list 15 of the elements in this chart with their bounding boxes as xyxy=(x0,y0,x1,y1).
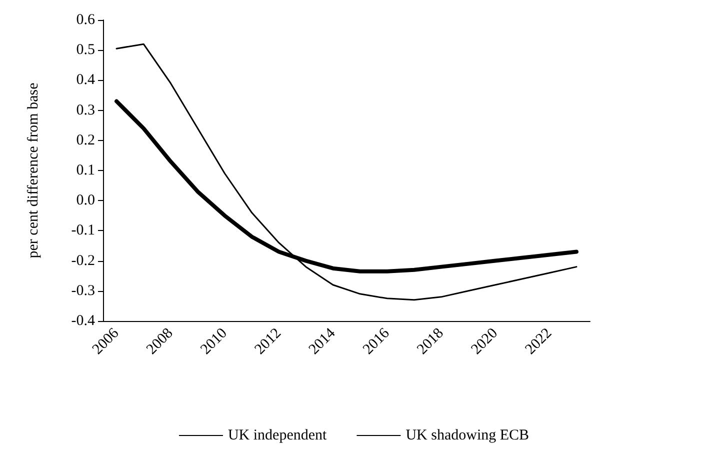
legend-label: UK shadowing ECB xyxy=(406,428,530,444)
y-tick-label: 0.0 xyxy=(76,192,95,209)
legend-label: UK independent xyxy=(228,428,328,444)
line-series xyxy=(116,43,578,301)
y-tick-label: 0.6 xyxy=(76,12,96,28)
y-tick-label: 0.5 xyxy=(76,42,95,58)
y-tick-label: -0.3 xyxy=(71,282,95,299)
y-tick-label: 0.4 xyxy=(76,72,96,88)
y-tick-label: -0.2 xyxy=(71,252,95,269)
y-tick-label: -0.4 xyxy=(71,313,96,329)
y-tick-label: 0.3 xyxy=(76,102,95,118)
y-axis-title: per cent difference from base xyxy=(26,82,42,258)
y-tick-label: 0.1 xyxy=(76,162,95,178)
y-tick-label: -0.1 xyxy=(71,222,95,239)
y-tick-label: 0.2 xyxy=(76,132,95,148)
